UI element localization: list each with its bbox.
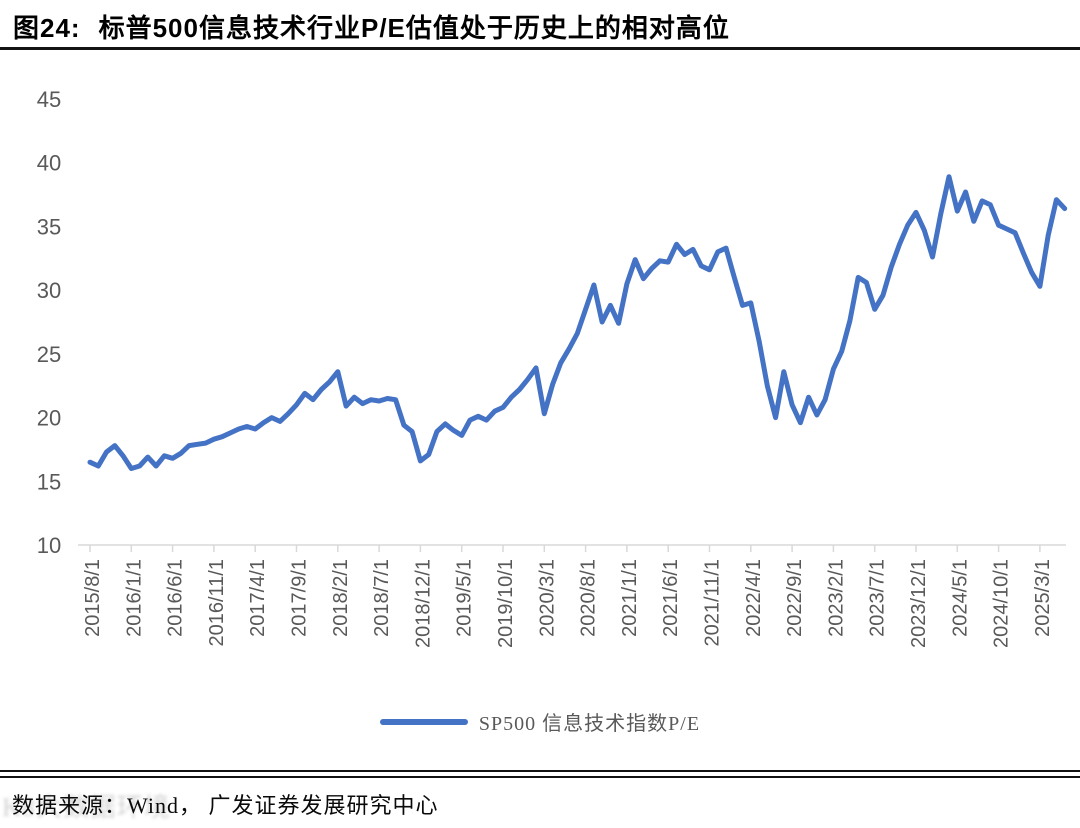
x-axis-label: 2018/7/1: [371, 559, 393, 637]
x-axis-label: 2021/6/1: [660, 559, 682, 637]
x-axis-label: 2018/12/1: [412, 559, 434, 648]
x-axis-label: 2024/5/1: [949, 559, 971, 637]
x-axis-label: 2022/4/1: [743, 559, 765, 637]
x-axis-label: 2016/11/1: [206, 559, 228, 647]
x-axis-label: 2023/7/1: [867, 559, 889, 637]
x-axis-label: 2021/11/1: [702, 559, 724, 647]
x-axis-label: 2017/4/1: [247, 559, 269, 637]
figure-number: 图24:: [13, 13, 81, 43]
x-axis-label: 2020/8/1: [578, 559, 600, 637]
x-axis-label: 2019/10/1: [495, 559, 517, 648]
chart-legend: SP500 信息技术指数P/E: [0, 707, 1080, 736]
x-axis-label: 2021/1/1: [619, 559, 641, 637]
y-axis-label: 45: [37, 87, 61, 112]
footer-divider: [0, 770, 1080, 778]
x-axis-label: 2016/6/1: [165, 559, 187, 637]
y-axis-label: 35: [37, 214, 61, 239]
x-axis-label: 2023/2/1: [825, 559, 847, 637]
x-axis-label: 2023/12/1: [908, 559, 930, 648]
x-axis-label: 2025/3/1: [1032, 559, 1054, 637]
figure-title: 图24: 标普500信息技术行业P/E估值处于历史上的相对高位: [13, 8, 1073, 45]
y-axis-label: 25: [37, 342, 61, 367]
watermark: K8大数据环境: [2, 793, 171, 822]
legend-line-swatch: [379, 718, 468, 725]
y-axis-label: 15: [37, 469, 61, 494]
title-divider: [0, 47, 1080, 50]
pe-series-line: [87, 174, 1068, 471]
legend-series-label: SP500 信息技术指数P/E: [478, 713, 701, 735]
y-axis-label: 20: [37, 406, 61, 431]
x-axis-label: 2024/10/1: [991, 559, 1013, 648]
x-axis-label: 2020/3/1: [536, 559, 558, 637]
x-axis-label: 2017/9/1: [289, 559, 311, 637]
y-axis-label: 10: [37, 533, 61, 558]
x-axis-label: 2018/2/1: [330, 559, 352, 637]
figure-title-text: 标普500信息技术行业P/E估值处于历史上的相对高位: [98, 13, 730, 43]
x-axis-label: 2019/5/1: [454, 559, 476, 637]
y-axis-label: 40: [37, 151, 61, 176]
data-source-note: 数据来源：Wind， 广发证券发展研究中心: [12, 793, 439, 818]
x-axis-label: 2015/8/1: [82, 559, 104, 637]
x-axis-label: 2016/1/1: [123, 559, 145, 637]
y-axis-label: 30: [37, 278, 61, 303]
x-axis-label: 2022/9/1: [784, 559, 806, 637]
